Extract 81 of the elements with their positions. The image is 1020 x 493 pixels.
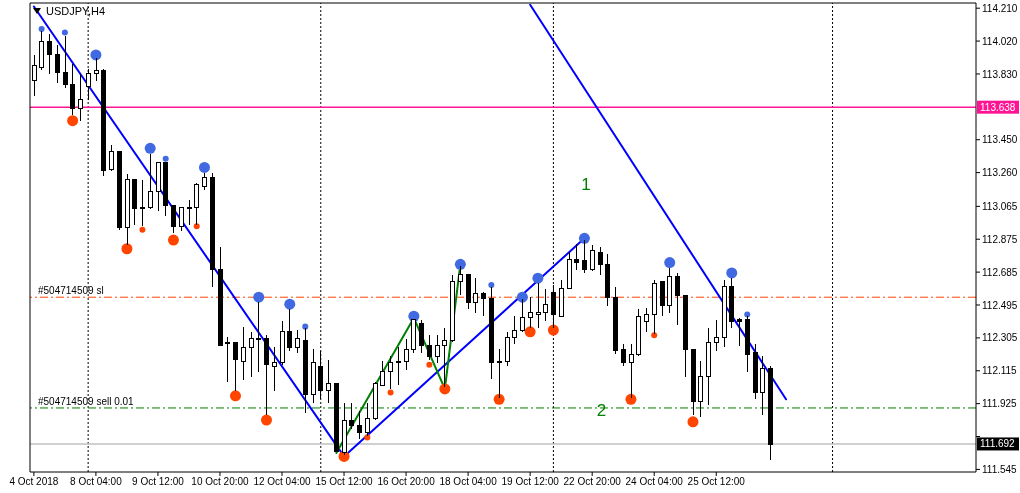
candlestick: [497, 348, 502, 399]
x-tick-label: 15 Oct 12:00: [315, 476, 374, 488]
candlestick: [295, 329, 300, 354]
candlestick: [427, 334, 432, 361]
candlestick: [47, 33, 52, 75]
candlestick: [349, 402, 354, 430]
ref-line-label: #504714509 sl: [38, 285, 104, 297]
candlestick: [55, 44, 60, 84]
y-tick-label: 112.685: [982, 266, 1018, 278]
candlestick: [629, 343, 634, 399]
candlestick: [187, 199, 192, 226]
x-tick-label: 25 Oct 12:00: [687, 476, 746, 488]
candlestick: [737, 317, 742, 347]
x-tick-label: 4 Oct 2018: [9, 476, 59, 488]
chart-title: USDJPY,H4: [46, 5, 106, 17]
ref-line-label: 113.638: [980, 101, 1016, 113]
x-tick-label: 19 Oct 12:00: [501, 476, 560, 488]
candlestick: [714, 319, 719, 352]
y-tick-label: 114.210: [982, 2, 1018, 14]
candlestick: [357, 410, 362, 440]
candlestick: [287, 308, 292, 352]
y-tick-label: 113.830: [982, 68, 1018, 80]
candlestick: [644, 307, 649, 333]
y-tick-label: 111.545: [982, 463, 1018, 475]
x-tick-label: 18 Oct 04:00: [439, 476, 498, 488]
y-tick-label: 113.065: [982, 200, 1018, 212]
y-tick-label: 111.925: [982, 398, 1018, 410]
ref-line-label: 111.692: [980, 438, 1016, 450]
candlestick: [233, 341, 238, 392]
x-tick-label: 16 Oct 20:00: [377, 476, 436, 488]
candlestick: [675, 272, 680, 326]
candlestick: [590, 244, 595, 272]
y-tick-label: 113.260: [982, 167, 1018, 179]
x-tick-label: 8 Oct 04:00: [70, 476, 123, 488]
candlestick: [388, 355, 393, 390]
candlestick: [528, 296, 533, 329]
candlestick: [179, 206, 184, 232]
x-tick-label: 9 Oct 12:00: [132, 476, 185, 488]
candlestick: [148, 153, 153, 210]
candlestick: [536, 282, 541, 329]
candlestick: [225, 336, 230, 383]
x-tick-label: 24 Oct 04:00: [625, 476, 684, 488]
candlestick: [458, 265, 463, 296]
candlestick: [598, 246, 603, 276]
candlestick: [78, 73, 83, 122]
candlestick: [481, 291, 486, 317]
x-tick-label: 22 Oct 20:00: [563, 476, 622, 488]
candlestick: [140, 179, 145, 227]
candlestick: [574, 243, 579, 271]
x-tick-label: 10 Oct 20:00: [191, 476, 250, 488]
annotation: 2: [596, 400, 607, 420]
y-tick-label: 112.115: [982, 365, 1018, 377]
candlestick: [473, 277, 478, 314]
y-tick-label: 112.305: [982, 332, 1018, 344]
candlestick: [435, 334, 440, 364]
candlestick: [171, 204, 176, 234]
candlestick: [543, 288, 548, 322]
candlestick: [512, 315, 517, 345]
y-tick-label: 112.495: [982, 299, 1018, 311]
candlestick: [419, 319, 424, 354]
candlestick: [582, 239, 587, 274]
candlestick: [94, 57, 99, 82]
candlestick: [380, 360, 385, 386]
candlestick: [109, 144, 114, 172]
candlestick: [249, 331, 254, 378]
y-tick-label: 112.875: [982, 233, 1018, 245]
candlestick: [272, 346, 277, 392]
ref-line-label: #504714509 sell 0.01: [38, 395, 135, 407]
annotation: 1: [581, 174, 591, 194]
candlestick: [621, 343, 626, 367]
candlestick: [326, 359, 331, 404]
candlestick: [256, 301, 261, 373]
y-tick-label: 114.020: [982, 35, 1018, 47]
candlestick: [442, 327, 447, 388]
candlestick: [404, 338, 409, 371]
candlestick: [396, 346, 401, 386]
y-tick-label: 113.450: [982, 134, 1018, 146]
x-tick-label: 12 Oct 04:00: [253, 476, 312, 488]
candlestick: [241, 326, 246, 381]
candlestick: [63, 35, 68, 89]
candlestick: [520, 298, 525, 333]
